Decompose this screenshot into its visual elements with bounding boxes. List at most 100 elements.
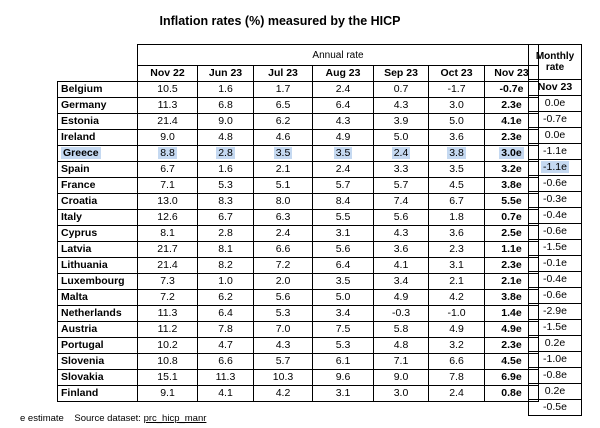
table-row: -1.1e: [528, 143, 582, 160]
value-text: 6.1: [335, 355, 351, 367]
value-text: 1.0: [218, 275, 233, 287]
monthly-rate-header: Monthly rate: [528, 44, 582, 80]
value-cell: 15.1: [137, 369, 198, 386]
value-text: 13.0: [157, 195, 178, 207]
value-cell: 2.4: [312, 81, 374, 98]
value-cell: 6.2: [197, 289, 254, 306]
value-text: 3.8e: [501, 179, 522, 191]
value-text: 4.7: [218, 339, 233, 351]
value-text: 2.3e: [501, 131, 522, 143]
value-cell: 6.5: [253, 97, 313, 114]
value-text: 3.0e: [499, 147, 524, 159]
value-cell: 6.7: [428, 193, 485, 210]
value-text: 3.4: [393, 275, 409, 287]
value-text: 11.3: [157, 99, 178, 111]
source-dataset-link[interactable]: prc_hicp_manr: [143, 413, 207, 424]
value-cell: 3.4: [312, 305, 374, 322]
value-cell: 9.1: [137, 385, 198, 402]
table-row: Netherlands 11.3 6.4 5.3 3.4 -0.3 -1.0 1.4e: [57, 305, 539, 322]
value-cell: 9.6: [312, 369, 374, 386]
monthly-value-cell: -0.8e: [528, 367, 582, 384]
monthly-value-cell: -1.5e: [528, 239, 582, 256]
value-cell: 6.4: [312, 257, 374, 274]
value-cell: 9.0: [137, 129, 198, 146]
value-text: 4.1: [393, 259, 409, 271]
value-text: 10.5: [157, 83, 178, 95]
value-cell: 4.5: [428, 177, 485, 194]
value-text: 2.8: [218, 227, 233, 239]
monthly-value-cell: -1.0e: [528, 351, 582, 368]
country-cell: Germany: [57, 97, 138, 114]
value-text: 5.5e: [501, 195, 522, 207]
value-text: -0.5e: [543, 401, 567, 413]
value-cell: 4.3: [373, 97, 429, 114]
table-row: France 7.1 5.3 5.1 5.7 5.7 4.5 3.8e: [57, 177, 539, 194]
value-text: 3.5: [449, 163, 464, 175]
table-row: -0.6e: [528, 287, 582, 304]
value-cell: -1.0: [428, 305, 485, 322]
country-name: Germany: [61, 99, 107, 111]
value-text: -0.8e: [543, 369, 567, 381]
table-row: -0.1e: [528, 255, 582, 272]
value-text: 3.4: [335, 307, 351, 319]
value-text: 0.0e: [544, 129, 566, 141]
value-text: 7.2: [160, 291, 175, 303]
value-text: 7.3: [160, 275, 175, 287]
table-row: Latvia 21.7 8.1 6.6 5.6 3.6 2.3 1.1e: [57, 241, 539, 258]
value-text: -0.7e: [543, 113, 567, 125]
value-cell: 7.2: [253, 257, 313, 274]
value-text: 2.4: [335, 83, 351, 95]
table-row: -0.5e: [528, 399, 582, 416]
value-cell: 13.0: [137, 193, 198, 210]
value-cell: 3.5: [312, 145, 374, 162]
table-row: Luxembourg 7.3 1.0 2.0 3.5 3.4 2.1 2.1e: [57, 273, 539, 290]
value-text: 8.1: [160, 227, 175, 239]
table-row: Cyprus 8.1 2.8 2.4 3.1 4.3 3.6 2.5e: [57, 225, 539, 242]
table-row: Slovenia 10.8 6.6 5.7 6.1 7.1 6.6 4.5e: [57, 353, 539, 370]
value-text: 1.6: [218, 163, 233, 175]
monthly-value-cell: -0.4e: [528, 271, 582, 288]
value-cell: 6.4: [197, 305, 254, 322]
value-text: 21.4: [157, 115, 178, 127]
value-text: 5.3: [275, 307, 291, 319]
value-cell: 1.6: [197, 161, 254, 178]
value-cell: 2.8: [197, 225, 254, 242]
footer: e estimate Source dataset: prc_hicp_manr: [20, 413, 206, 424]
value-text: 7.2: [275, 259, 291, 271]
value-text: 3.0: [393, 387, 409, 399]
table-row: -0.6e: [528, 223, 582, 240]
monthly-value-cell: -0.6e: [528, 175, 582, 192]
value-cell: 3.1: [312, 385, 374, 402]
value-cell: 6.3: [253, 209, 313, 226]
value-cell: 1.6: [197, 81, 254, 98]
value-cell: 4.8: [197, 129, 254, 146]
country-cell: Lithuania: [57, 257, 138, 274]
value-text: 10.8: [157, 355, 178, 367]
value-text: 8.8: [158, 147, 177, 159]
column-header: Nov 22: [137, 65, 198, 82]
value-text: 5.1: [275, 179, 291, 191]
value-text: -0.1e: [543, 257, 567, 269]
value-text: 2.1: [449, 275, 464, 287]
value-cell: 5.3: [312, 337, 374, 354]
value-cell: 3.4: [373, 273, 429, 290]
value-text: 0.7: [393, 83, 409, 95]
value-text: -0.3e: [543, 193, 567, 205]
value-text: 7.0: [275, 323, 291, 335]
monthly-header-row: Monthly rate: [528, 44, 582, 80]
value-text: -1.1e: [543, 145, 567, 157]
value-text: 5.3: [218, 179, 233, 191]
value-text: 2.5e: [501, 227, 522, 239]
value-cell: 4.3: [373, 225, 429, 242]
table-row: -0.3e: [528, 191, 582, 208]
value-text: 10.3: [272, 371, 294, 383]
value-text: -1.0e: [543, 353, 567, 365]
value-cell: 3.6: [428, 225, 485, 242]
value-text: 6.3: [275, 211, 291, 223]
value-cell: 21.4: [137, 113, 198, 130]
value-cell: 2.4: [373, 145, 429, 162]
value-text: 4.9e: [501, 323, 522, 335]
value-cell: 5.6: [312, 241, 374, 258]
value-cell: 4.9: [428, 321, 485, 338]
value-cell: 8.0: [253, 193, 313, 210]
